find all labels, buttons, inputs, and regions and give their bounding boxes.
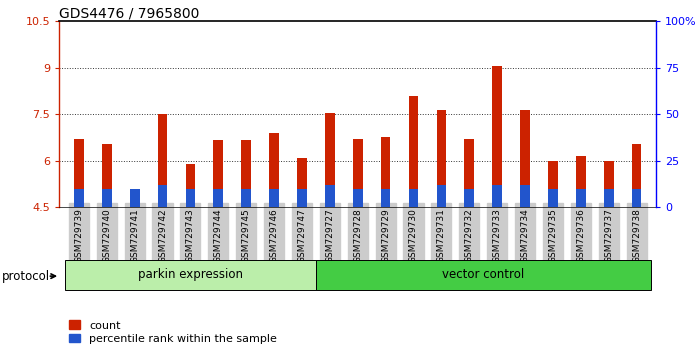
Bar <box>214 189 223 207</box>
Text: protocol: protocol <box>1 270 50 283</box>
Bar <box>632 144 641 207</box>
Legend: count, percentile rank within the sample: count, percentile rank within the sample <box>65 316 282 348</box>
Bar <box>297 158 307 207</box>
Text: vector control: vector control <box>442 268 524 281</box>
Bar <box>604 189 614 207</box>
Bar <box>520 109 530 207</box>
Bar <box>214 141 223 207</box>
Bar <box>632 189 641 207</box>
Bar <box>74 139 84 207</box>
Bar <box>436 185 446 207</box>
Bar <box>492 185 502 207</box>
Bar <box>242 189 251 207</box>
Bar <box>325 185 335 207</box>
Bar <box>353 139 362 207</box>
Bar <box>492 66 502 207</box>
Bar <box>186 164 195 207</box>
Bar <box>102 144 112 207</box>
Text: parkin expression: parkin expression <box>138 268 243 281</box>
Bar <box>576 189 586 207</box>
Bar <box>548 189 558 207</box>
Bar <box>576 156 586 207</box>
Bar <box>158 185 168 207</box>
Bar <box>269 189 279 207</box>
FancyBboxPatch shape <box>316 260 651 290</box>
Bar <box>297 189 307 207</box>
Bar <box>464 189 474 207</box>
Bar <box>464 139 474 207</box>
Bar <box>380 189 390 207</box>
Bar <box>408 96 418 207</box>
Bar <box>102 189 112 207</box>
Bar <box>325 113 335 207</box>
Bar <box>130 201 140 207</box>
Bar <box>242 141 251 207</box>
Bar <box>380 137 390 207</box>
FancyBboxPatch shape <box>65 260 316 290</box>
Bar <box>436 109 446 207</box>
Bar <box>353 189 362 207</box>
Bar <box>186 189 195 207</box>
Bar <box>269 133 279 207</box>
Bar <box>74 189 84 207</box>
Bar <box>408 189 418 207</box>
Text: GDS4476 / 7965800: GDS4476 / 7965800 <box>59 6 200 20</box>
Bar <box>158 114 168 207</box>
Bar <box>604 161 614 207</box>
Bar <box>548 161 558 207</box>
Bar <box>130 189 140 207</box>
Bar <box>520 185 530 207</box>
